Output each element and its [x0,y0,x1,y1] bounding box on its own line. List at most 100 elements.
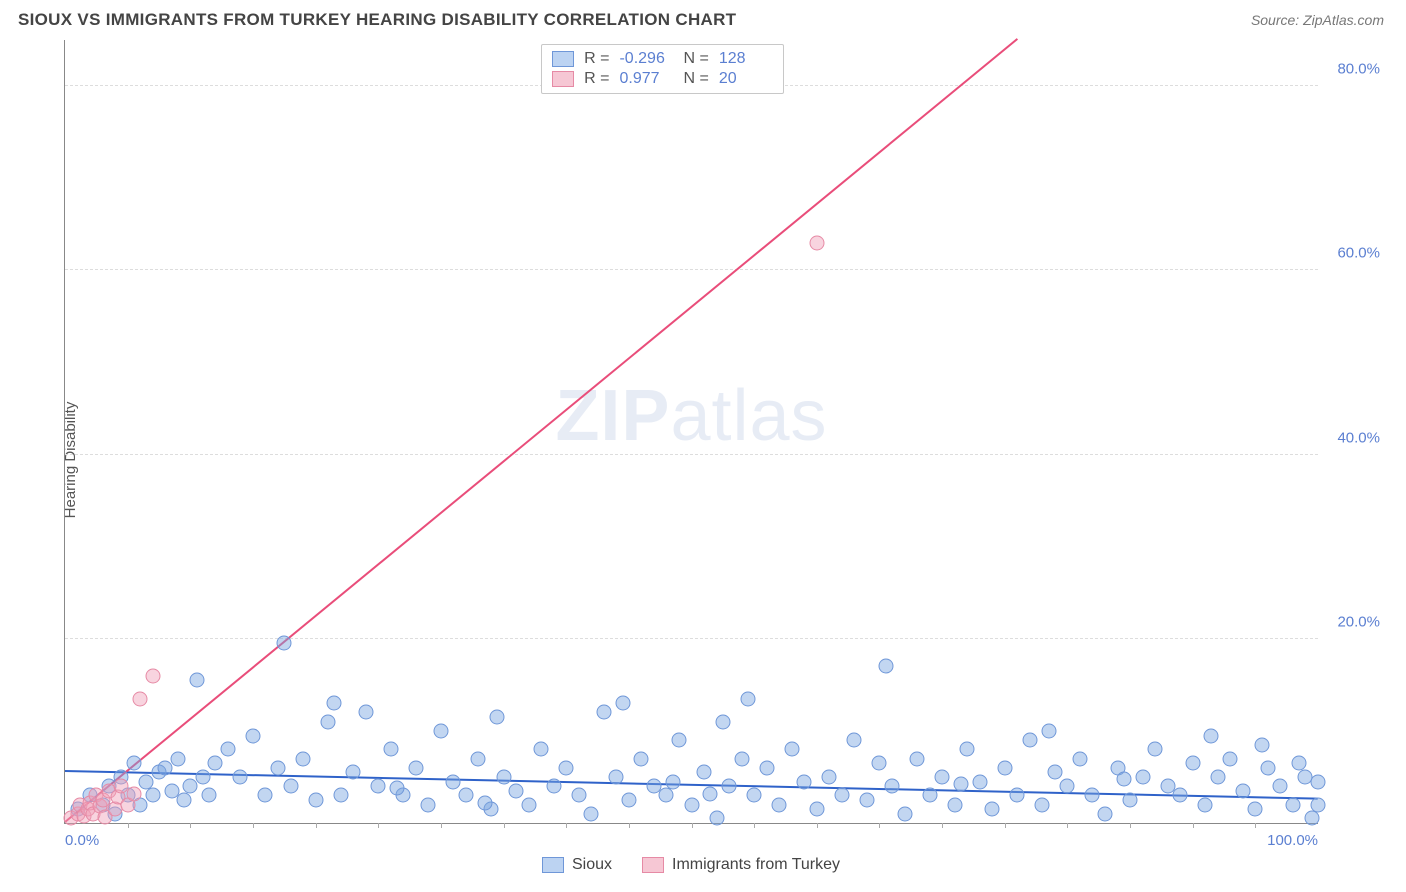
data-point-sioux [358,705,373,720]
data-point-sioux [953,777,968,792]
data-point-sioux [177,792,192,807]
data-point-sioux [747,788,762,803]
data-point-sioux [1072,751,1087,766]
data-point-sioux [571,788,586,803]
x-tick-label: 100.0% [1267,832,1318,849]
x-tick-mark [441,823,442,828]
x-tick-mark [316,823,317,828]
data-point-sioux [596,705,611,720]
data-point-sioux [509,783,524,798]
data-point-sioux [1260,760,1275,775]
data-point-sioux [740,691,755,706]
x-tick-mark [378,823,379,828]
data-point-sioux [1035,797,1050,812]
data-point-sioux [220,742,235,757]
data-point-sioux [1060,779,1075,794]
data-point-sioux [1116,771,1131,786]
data-point-sioux [809,802,824,817]
data-point-sioux [947,797,962,812]
data-point-sioux [421,797,436,812]
data-point-sioux [910,751,925,766]
x-tick-mark [692,823,693,828]
x-tick-mark [1005,823,1006,828]
data-point-sioux [609,769,624,784]
data-point-sioux [126,756,141,771]
data-point-sioux [897,806,912,821]
data-point-sioux [634,751,649,766]
data-point-sioux [1085,788,1100,803]
data-point-sioux [772,797,787,812]
x-tick-mark [504,823,505,828]
data-point-sioux [847,733,862,748]
data-point-sioux [446,774,461,789]
data-point-sioux [233,769,248,784]
data-point-sioux [715,714,730,729]
data-point-sioux [1148,742,1163,757]
data-point-sioux [346,765,361,780]
data-point-sioux [1010,788,1025,803]
r-label: R = [584,70,609,88]
data-point-sioux [1304,811,1319,826]
data-point-sioux [321,714,336,729]
n-label: N = [683,70,708,88]
legend-swatch [552,51,574,67]
x-tick-label: 0.0% [65,832,99,849]
data-point-sioux [195,769,210,784]
legend-swatch [642,857,664,873]
data-point-sioux [170,751,185,766]
data-point-sioux [477,795,492,810]
chart-header: SIOUX VS IMMIGRANTS FROM TURKEY HEARING … [0,0,1406,36]
n-value: 128 [719,50,773,68]
data-point-sioux [1204,728,1219,743]
legend-swatch [552,71,574,87]
data-point-sioux [1273,779,1288,794]
data-point-sioux [859,792,874,807]
data-point-sioux [1210,769,1225,784]
stats-row: R =-0.296N =128 [552,49,773,69]
data-point-sioux [1285,797,1300,812]
data-point-sioux [271,760,286,775]
x-tick-mark [754,823,755,828]
n-value: 20 [719,70,773,88]
data-point-sioux [1292,756,1307,771]
data-point-sioux [985,802,1000,817]
data-point-sioux [283,779,298,794]
legend-item: Immigrants from Turkey [642,856,840,874]
n-label: N = [683,50,708,68]
data-point-sioux [922,788,937,803]
regression-line-turkey [64,38,1018,823]
data-point-sioux [621,792,636,807]
data-point-sioux [1041,723,1056,738]
x-tick-mark [1067,823,1068,828]
chart-title: SIOUX VS IMMIGRANTS FROM TURKEY HEARING … [18,10,736,30]
data-point-sioux [1311,797,1326,812]
r-label: R = [584,50,609,68]
data-point-sioux [496,769,511,784]
data-point-sioux [1022,733,1037,748]
data-point-sioux [972,774,987,789]
data-point-sioux [884,779,899,794]
data-point-sioux [333,788,348,803]
data-point-sioux [671,733,686,748]
x-tick-mark [1193,823,1194,828]
data-point-sioux [935,769,950,784]
legend-item: Sioux [542,856,612,874]
data-point-sioux [296,751,311,766]
data-point-sioux [189,673,204,688]
data-point-sioux [471,751,486,766]
data-point-turkey [126,786,141,801]
data-point-sioux [490,710,505,725]
r-value: 0.977 [619,70,673,88]
data-point-sioux [1254,737,1269,752]
data-point-sioux [308,792,323,807]
data-point-sioux [208,756,223,771]
data-point-sioux [277,636,292,651]
y-tick-label: 80.0% [1337,61,1380,78]
gridline [65,454,1318,455]
data-point-sioux [665,774,680,789]
data-point-sioux [834,788,849,803]
x-tick-mark [253,823,254,828]
data-point-sioux [458,788,473,803]
data-point-sioux [559,760,574,775]
data-point-sioux [327,696,342,711]
